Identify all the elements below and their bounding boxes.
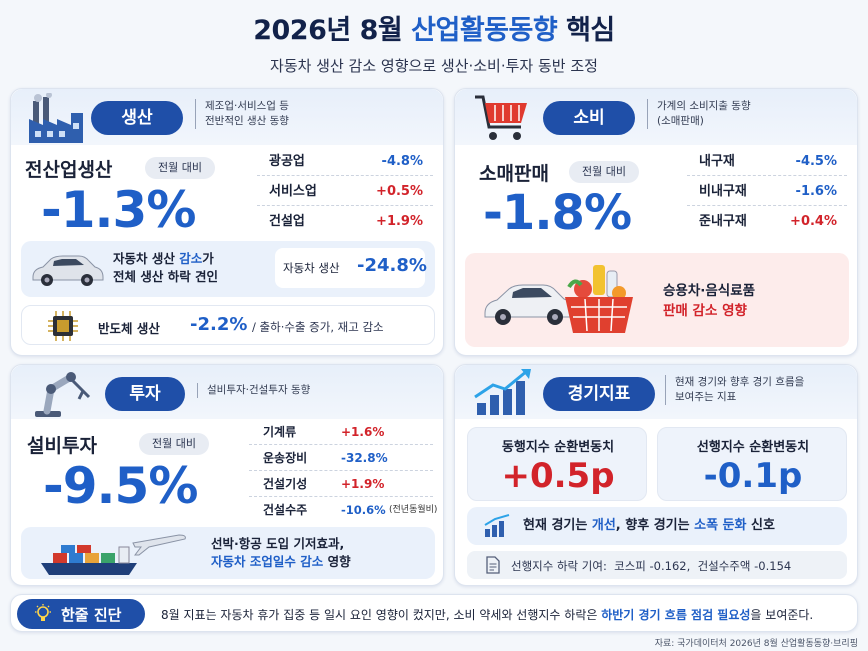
production-main-label: 전산업생산	[25, 159, 113, 181]
production-compare-tag: 전월 대비	[145, 157, 215, 179]
document-icon	[486, 556, 500, 574]
breakdown-row: 광공업 -4.8%	[257, 147, 433, 176]
breakdown-row: 비내구재 -1.6%	[687, 177, 847, 206]
page-subtitle: 자동차 생산 감소 영향으로 생산·소비·투자 동반 조정	[270, 57, 598, 75]
signal-note: 현재 경기는 개선, 향후 경기는 소폭 둔화 신호	[467, 507, 847, 545]
production-pill: 생산	[91, 101, 183, 135]
consumption-breakdown: 내구재 -4.5% 비내구재 -1.6% 준내구재 +0.4%	[687, 147, 847, 239]
investment-desc: 설비투자·건설투자 동향	[197, 383, 357, 398]
shopping-cart-icon	[475, 95, 527, 140]
breakdown-row: 운송장비 -32.8%	[249, 445, 433, 471]
growth-chart-icon	[474, 369, 531, 415]
source-note: 자료: 국가데이터처 2026년 8월 산업활동동향·브리핑	[654, 639, 858, 649]
investment-main-value: -9.5%	[43, 457, 198, 515]
car-icon	[32, 255, 104, 286]
consumption-pill: 소비	[543, 101, 635, 135]
consumption-desc: 가계의 소비지출 동향 (소매판매)	[647, 99, 807, 129]
breakdown-row: 건설수주 -10.6% (전년동월비)	[263, 503, 438, 517]
robot-arm-icon	[35, 372, 91, 417]
consumption-main-value: -1.8%	[483, 185, 632, 241]
summary-bar: 한줄 진단 8월 지표는 자동차 휴가 집중 등 일시 요인 영향이 컸지만, …	[10, 594, 858, 632]
consumption-main-label: 소매판매	[479, 163, 549, 185]
breakdown-row: 준내구재 +0.4%	[699, 214, 837, 229]
investment-compare-tag: 전월 대비	[139, 433, 209, 455]
investment-panel: 투자 설비투자·건설투자 동향 설비투자 전월 대비 -9.5% 기계류 +1.6…	[10, 364, 444, 586]
production-desc: 제조업·서비스업 등 전반적인 생산 동향	[195, 99, 345, 129]
investment-note: 선박·항공 도입 기저효과, 자동차 조업일수 감소 영향	[21, 527, 435, 579]
trend-icon	[484, 514, 510, 537]
consumption-panel: 소비 가계의 소비지출 동향 (소매판매) 소매판매 전월 대비 -1.8% 내…	[454, 88, 858, 356]
car-icon	[484, 284, 576, 325]
summary-text: 8월 지표는 자동차 휴가 집중 등 일시 요인 영향이 컸지만, 소비 약세와…	[161, 608, 814, 622]
investment-main-label: 설비투자	[27, 435, 97, 457]
breakdown-row: 서비스업 +0.5%	[257, 177, 433, 206]
consumption-compare-tag: 전월 대비	[569, 161, 639, 183]
ship-plane-icon	[41, 534, 186, 575]
production-breakdown: 광공업 -4.8% 서비스업 +0.5% 건설업 +1.9%	[257, 147, 433, 239]
breakdown-row: 기계류 +1.6%	[249, 419, 433, 445]
breakdown-row: 건설업 +1.9%	[269, 214, 423, 229]
chip-icon	[48, 311, 78, 341]
leading-detail: 선행지수 하락 기여: 코스피 -0.162, 건설수주액 -0.154	[467, 551, 847, 579]
leading-index-card: 선행지수 순환변동치 -0.1p	[657, 427, 847, 501]
page-title: 2026년 8월 산업활동동향 핵심	[253, 15, 615, 46]
car-stat-box: 자동차 생산 -24.8%	[275, 248, 427, 288]
car-production-note: 자동차 생산 감소가 전체 생산 하락 견인 자동차 생산 -24.8%	[21, 241, 435, 297]
production-panel: 생산 제조업·서비스업 등 전반적인 생산 동향 전산업생산 전월 대비 -1.…	[10, 88, 444, 356]
factory-icon	[29, 93, 83, 143]
investment-breakdown: 기계류 +1.6% 운송장비 -32.8% 건설기성 +1.9% 건설수주 -10.6%…	[249, 419, 439, 525]
grocery-basket-icon	[565, 265, 633, 333]
indicators-panel: 경기지표 현재 경기와 향후 경기 흐름을 보여주는 지표 동행지수 순환변동치…	[454, 364, 858, 586]
lightbulb-icon	[35, 604, 51, 621]
summary-pill: 한줄 진단	[17, 599, 145, 629]
breakdown-row: 건설기성 +1.9%	[249, 471, 433, 497]
indicators-pill: 경기지표	[543, 377, 655, 411]
production-main-value: -1.3%	[41, 181, 196, 239]
indicators-desc: 현재 경기와 향후 경기 흐름을 보여주는 지표	[665, 375, 835, 405]
consumption-note: 승용차·음식료품 판매 감소 영향	[465, 253, 849, 347]
semiconductor-note: 반도체 생산 -2.2% / 출하·수출 증가, 재고 감소	[21, 305, 435, 345]
coincident-index-card: 동행지수 순환변동치 +0.5p	[467, 427, 647, 501]
breakdown-row: 내구재 -4.5%	[687, 147, 847, 176]
investment-pill: 투자	[105, 377, 185, 411]
